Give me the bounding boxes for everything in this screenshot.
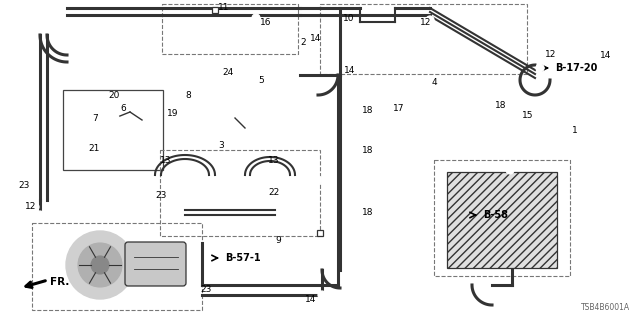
Bar [160, 150, 320, 236]
Circle shape [236, 111, 244, 119]
Bar [317, 230, 323, 236]
Text: 14: 14 [600, 51, 611, 60]
Text: 11: 11 [218, 3, 230, 12]
Text: 8: 8 [185, 91, 191, 100]
Text: 14: 14 [305, 295, 316, 305]
Text: B-57-1: B-57-1 [225, 253, 260, 263]
Circle shape [111, 114, 119, 122]
Text: 3: 3 [218, 140, 224, 149]
Circle shape [91, 256, 109, 274]
Text: 23: 23 [18, 180, 29, 189]
Circle shape [66, 231, 134, 299]
Circle shape [352, 211, 360, 219]
Text: 18: 18 [362, 106, 374, 115]
Text: 9: 9 [275, 236, 281, 244]
Text: FR.: FR. [50, 277, 69, 287]
Text: 1: 1 [572, 125, 578, 134]
Text: 13: 13 [268, 156, 280, 164]
Text: B-17-20: B-17-20 [555, 63, 597, 73]
Text: 23: 23 [155, 190, 166, 199]
Text: 2: 2 [300, 37, 306, 46]
Text: 14: 14 [344, 66, 355, 75]
Circle shape [388, 108, 396, 116]
Circle shape [78, 243, 122, 287]
Text: TSB4B6001A: TSB4B6001A [581, 303, 630, 312]
Circle shape [314, 176, 322, 184]
Bar [212, 7, 218, 13]
Text: 14: 14 [310, 34, 321, 43]
Text: 18: 18 [495, 100, 506, 109]
Circle shape [426, 16, 434, 24]
Text: 7: 7 [92, 114, 98, 123]
Text: 22: 22 [268, 188, 279, 196]
Circle shape [352, 151, 360, 159]
Text: 21: 21 [88, 143, 99, 153]
Circle shape [506, 166, 514, 174]
Text: 23: 23 [200, 285, 211, 294]
Circle shape [536, 64, 544, 72]
Bar [320, 4, 527, 74]
Text: 12: 12 [545, 50, 556, 59]
Text: 18: 18 [362, 146, 374, 155]
Text: 20: 20 [108, 91, 120, 100]
Text: 4: 4 [432, 77, 438, 86]
Circle shape [252, 14, 260, 22]
Text: 5: 5 [258, 76, 264, 84]
Text: 16: 16 [260, 18, 271, 27]
Circle shape [318, 291, 326, 299]
Circle shape [211, 74, 219, 82]
Text: 12: 12 [420, 18, 431, 27]
Text: 13: 13 [160, 156, 172, 164]
Text: 18: 18 [362, 207, 374, 217]
Circle shape [352, 111, 360, 119]
Circle shape [36, 211, 44, 219]
Bar [32, 223, 202, 310]
Text: 6: 6 [120, 103, 125, 113]
Bar [162, 4, 298, 54]
Text: 24: 24 [222, 68, 233, 76]
Bar [447, 172, 557, 268]
Bar [63, 90, 163, 170]
Text: B-58: B-58 [483, 210, 508, 220]
Text: 12: 12 [25, 202, 36, 211]
Text: 17: 17 [393, 103, 404, 113]
FancyBboxPatch shape [125, 242, 186, 286]
Text: 10: 10 [343, 13, 355, 22]
Text: 15: 15 [522, 110, 534, 119]
Bar [434, 160, 570, 276]
Circle shape [31, 203, 39, 211]
Text: 19: 19 [167, 108, 179, 117]
